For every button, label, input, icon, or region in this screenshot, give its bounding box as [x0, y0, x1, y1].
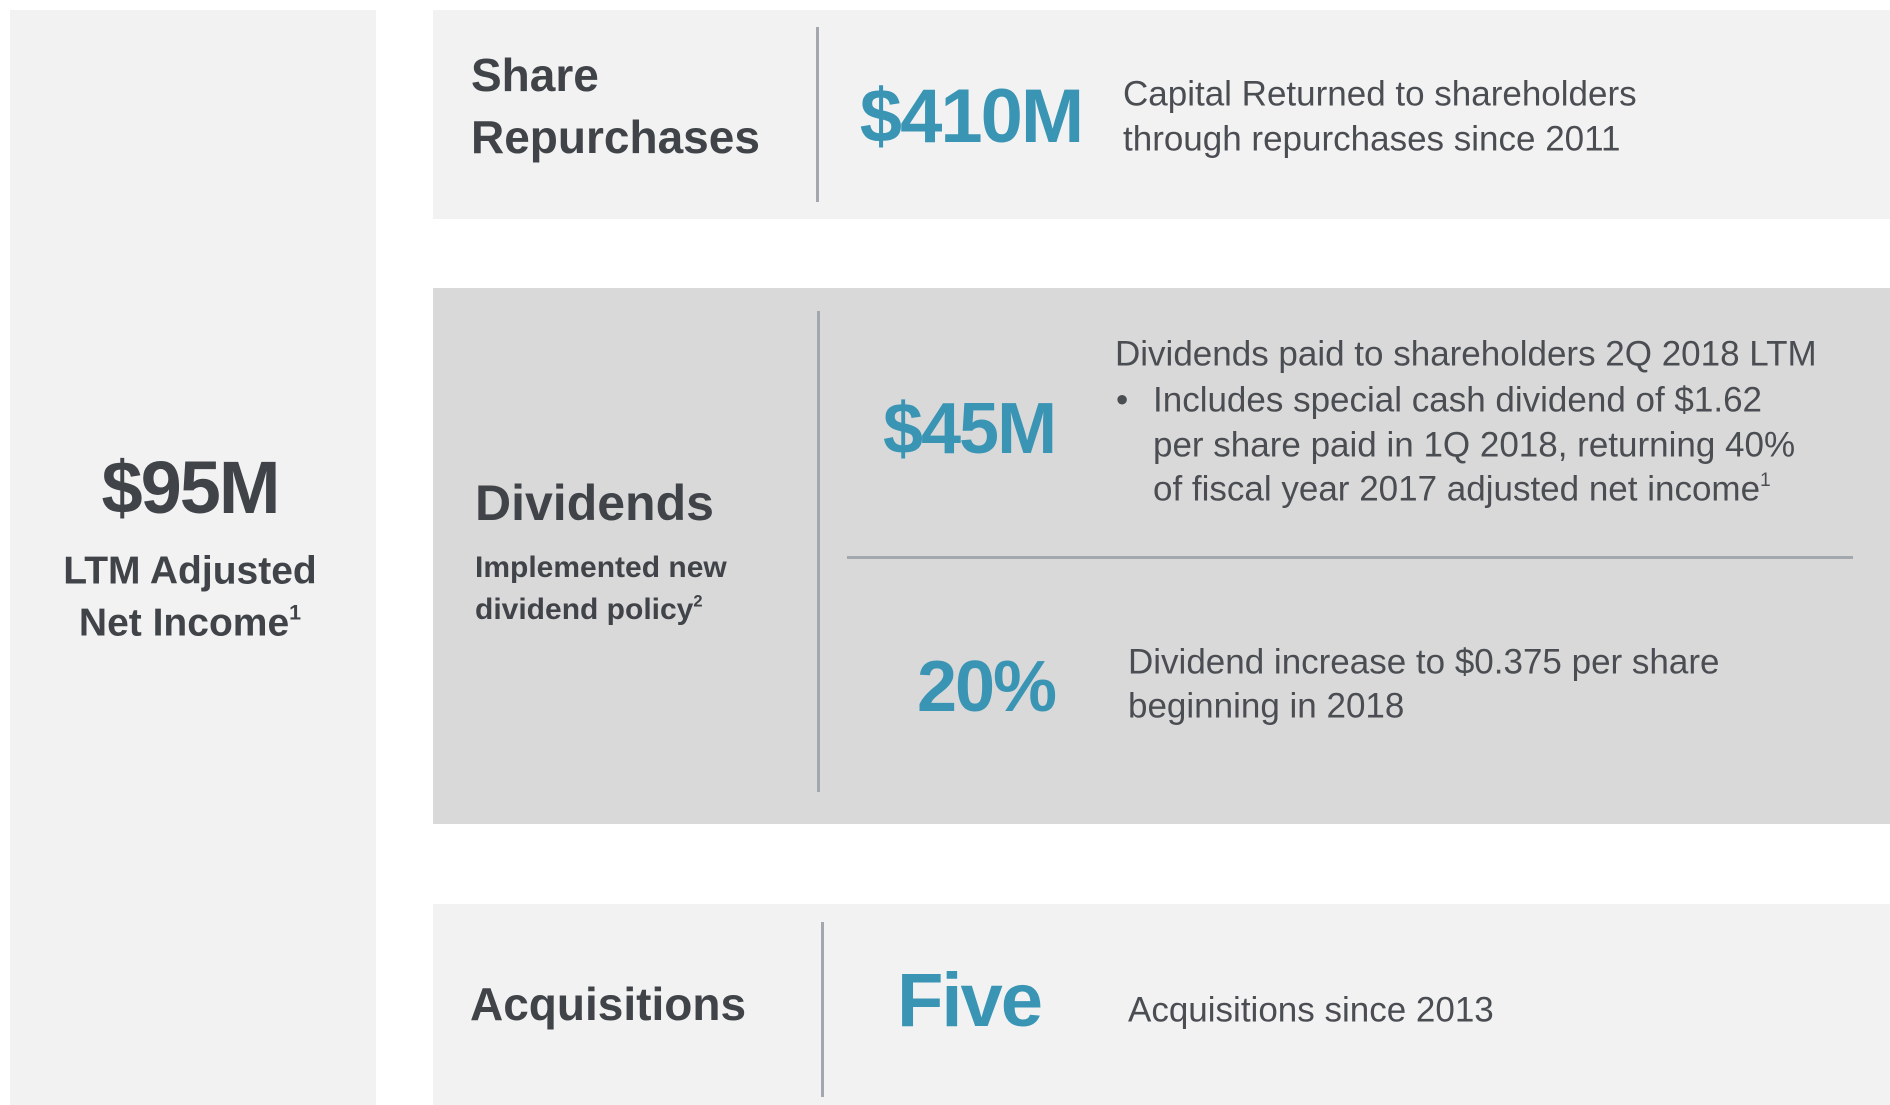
metric-value: $410M — [859, 74, 1084, 159]
left-label: LTM Adjusted — [63, 549, 317, 593]
section-title: Share — [471, 49, 599, 101]
section-title: Repurchases — [471, 111, 760, 163]
left-value: $95M — [101, 446, 280, 529]
footnote-mark: 1 — [289, 600, 302, 625]
divider — [817, 311, 820, 792]
divider — [821, 922, 824, 1097]
left-label: Net Income1 — [78, 601, 301, 645]
section-subtitle: Implemented new — [475, 551, 727, 584]
bullet: • — [1116, 380, 1129, 420]
left-panel — [10, 10, 376, 1105]
acquisitions-panel — [433, 904, 1890, 1105]
footnote-mark: 1 — [1760, 470, 1771, 492]
description: Dividend increase to $0.375 per share — [1128, 642, 1720, 682]
section-title: Dividends — [475, 475, 714, 531]
description: Acquisitions since 2013 — [1128, 990, 1494, 1030]
section-subtitle: dividend policy — [475, 593, 694, 626]
bullet-text: Includes special cash dividend of $1.62 — [1153, 380, 1763, 420]
divider — [816, 27, 819, 202]
bullet-text: of fiscal year 2017 adjusted net income1 — [1153, 469, 1771, 509]
metric-value: 20% — [916, 647, 1057, 727]
metric-value: $45M — [882, 389, 1057, 469]
metric-value: Five — [896, 958, 1043, 1043]
repurchases-panel — [433, 10, 1890, 219]
bullet-text: of fiscal year 2017 adjusted net income — [1153, 469, 1761, 509]
description: Dividends paid to shareholders 2Q 2018 L… — [1115, 334, 1817, 374]
description: Capital Returned to shareholders — [1123, 74, 1637, 114]
section-title: Acquisitions — [470, 978, 747, 1030]
bullet-text: per share paid in 1Q 2018, returning 40% — [1153, 425, 1796, 465]
description: through repurchases since 2011 — [1123, 119, 1621, 159]
section-subtitle: dividend policy2 — [475, 592, 703, 626]
left-label: Net Income — [78, 601, 290, 645]
footnote-mark: 2 — [693, 592, 703, 611]
separator — [847, 556, 1853, 559]
description: beginning in 2018 — [1128, 686, 1405, 726]
